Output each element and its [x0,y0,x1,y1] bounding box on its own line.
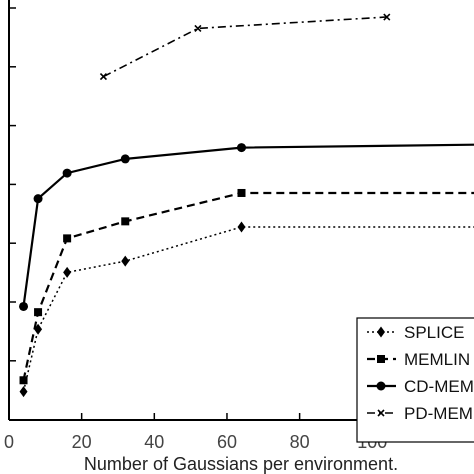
legend-label: MEMLIN [404,350,470,369]
data-point [194,24,202,32]
x-tick-label: 60 [217,432,237,452]
x-tick-label: 0 [4,432,14,452]
data-point [237,221,246,233]
data-point [99,73,108,81]
data-point [62,168,72,178]
x-tick-label: 40 [144,432,164,452]
data-point-stroke [383,13,391,21]
data-point-stroke [377,409,385,417]
data-point [19,376,28,385]
data-point [377,355,385,363]
data-point-stroke [99,73,108,81]
data-point [377,326,385,338]
data-point [121,255,130,267]
data-point [63,266,72,278]
data-point [120,154,130,164]
data-point [63,234,72,243]
legend-label: CD-MEM [404,377,474,396]
legend: SPLICE MEMLIN CD-MEM PD-MEM [356,317,474,443]
data-point [33,194,43,204]
data-point [383,13,391,21]
series-line [22,226,474,392]
data-point [19,301,29,311]
series-line [22,191,474,381]
series-line [22,143,474,307]
series-group [19,13,474,398]
series-cd-mem [19,143,474,311]
x-axis-title: Number of Gaussians per environment. [84,454,398,474]
data-point-stroke [194,24,202,32]
legend-label: PD-MEM [404,404,473,423]
data-point [237,188,246,197]
x-tick-label: 80 [290,432,310,452]
x-tick-label: 20 [72,432,92,452]
data-point [34,308,43,317]
series-memlin [19,188,474,385]
legend-label: SPLICE [404,323,464,342]
data-point [377,409,385,417]
data-point [237,143,246,153]
data-point [121,217,130,226]
series-line [103,16,387,78]
data-point [19,386,28,398]
legend-box [356,317,474,443]
data-point [376,381,386,391]
series-pd-mem [99,13,391,81]
